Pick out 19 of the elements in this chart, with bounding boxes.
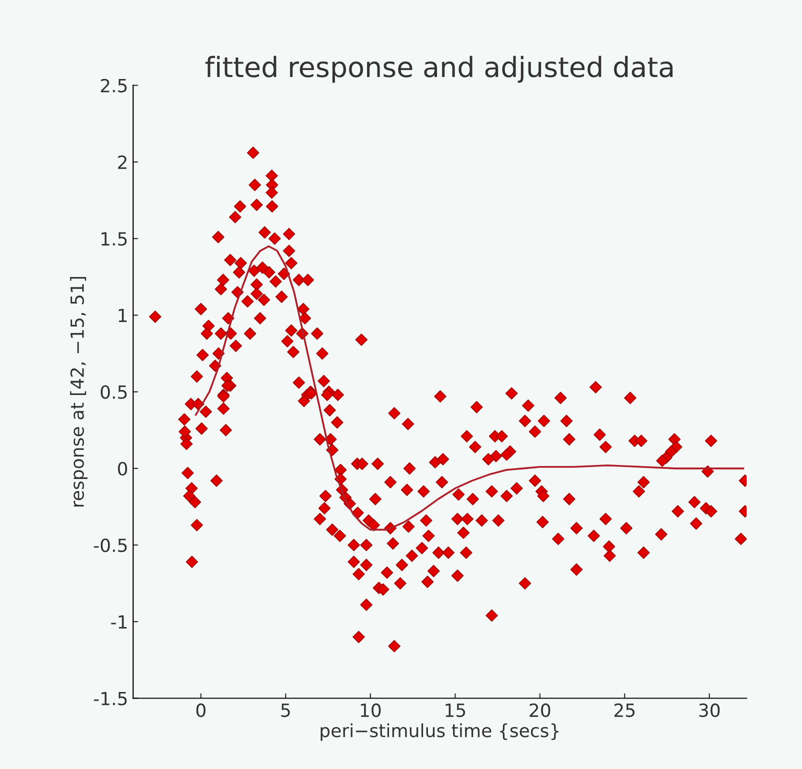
y-tick-label: 0 bbox=[118, 462, 128, 476]
x-tick-label: 15 bbox=[446, 704, 466, 718]
x-tick-label: 10 bbox=[360, 703, 381, 718]
x-tick-label: 25 bbox=[614, 703, 635, 718]
y-tick-label: 1 bbox=[118, 308, 127, 322]
x-axis-title: peri−stimulus time {secs} bbox=[320, 723, 558, 741]
y-tick-label: -1 bbox=[111, 615, 127, 628]
x-tick-label: 5 bbox=[281, 704, 290, 718]
x-tick-label: 20 bbox=[530, 703, 550, 718]
y-tick-label: 2.5 bbox=[100, 78, 127, 92]
y-tick-label: -1.5 bbox=[94, 692, 127, 706]
y-tick-label: 2 bbox=[118, 155, 126, 169]
x-tick-label: 0 bbox=[196, 703, 206, 718]
y-axis-title: response at [42, −15, 51] bbox=[70, 276, 88, 507]
y-tick-label: -0.5 bbox=[94, 538, 127, 552]
chart-title: fitted response and adjusted data bbox=[205, 56, 673, 83]
y-tick-label: 1.5 bbox=[102, 232, 127, 246]
y-tick-label: 0.5 bbox=[100, 385, 127, 399]
x-tick-label: 30 bbox=[699, 703, 720, 718]
